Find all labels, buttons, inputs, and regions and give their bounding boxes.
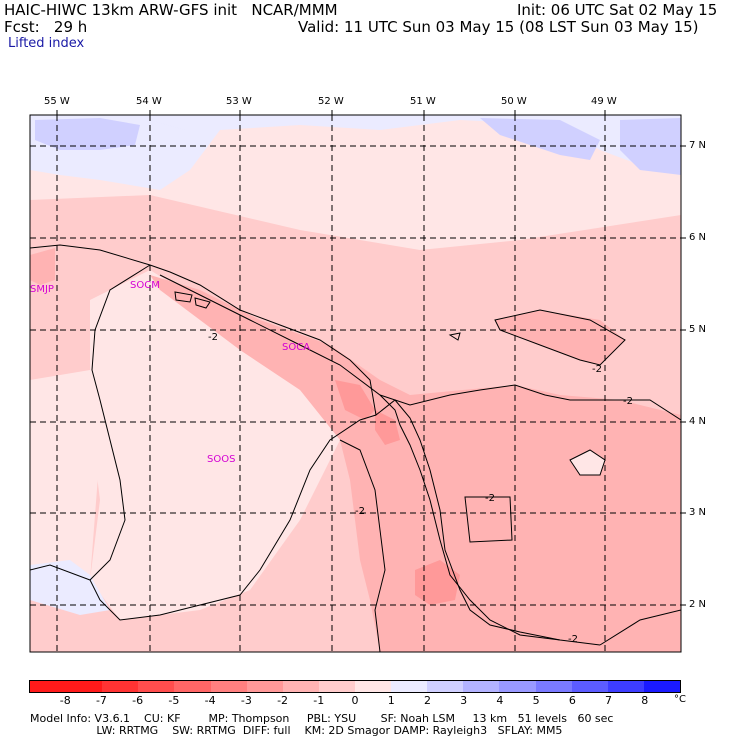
scale-tick-label: -6 — [132, 694, 144, 707]
land-west — [30, 370, 100, 580]
positive-core-sw — [30, 560, 110, 615]
scale-tick-label: -5 — [168, 694, 180, 707]
contour-label: -2 — [568, 634, 578, 645]
scale-bin — [138, 681, 175, 692]
scale-bin — [463, 681, 500, 692]
lat-label: 4 N — [689, 416, 707, 427]
lon-label: 53 W — [226, 96, 252, 107]
scale-bin — [354, 681, 392, 692]
lat-label: 7 N — [689, 140, 707, 151]
scale-bin — [535, 681, 572, 692]
scale-bin — [643, 681, 680, 692]
scale-tick-label: -1 — [313, 694, 325, 707]
lon-label: 50 W — [501, 96, 527, 107]
lon-label: 54 W — [136, 96, 162, 107]
station-soos: SOOS — [207, 454, 235, 465]
contour-box — [465, 495, 510, 540]
scale-tick-label: 3 — [460, 694, 468, 707]
scale-bin — [282, 681, 319, 692]
lat-label: 2 N — [689, 599, 707, 610]
lat-label: 3 N — [689, 507, 707, 518]
scale-bin — [30, 681, 67, 692]
scale-tick-label: 2 — [423, 694, 431, 707]
coastline — [30, 244, 681, 652]
positive-area-north — [30, 115, 681, 190]
lon-label: 51 W — [410, 96, 436, 107]
init-time: Init: 06 UTC Sat 02 May 15 — [517, 1, 718, 19]
negative-3-core-a — [335, 380, 375, 420]
contour-label: -2 — [592, 364, 602, 375]
scale-tick-label: 8 — [641, 694, 649, 707]
scale-bin — [499, 681, 536, 692]
station-soca: SOCA — [282, 342, 310, 353]
contour-lines — [159, 274, 681, 641]
scale-tick-label: -2 — [277, 694, 289, 707]
lon-label: 52 W — [318, 96, 344, 107]
scale-tick-label: 5 — [532, 694, 540, 707]
contour-label: -2 — [208, 332, 218, 343]
model-title: HAIC-HIWC 13km ARW-GFS init NCAR/MMM — [4, 1, 338, 19]
grid-lines — [30, 115, 681, 652]
negative-2-northeast — [495, 310, 625, 365]
forecast-hour: Fcst: 29 h — [4, 18, 88, 36]
contour-label: -2 — [623, 396, 633, 407]
scale-bin — [607, 681, 644, 692]
scale-bin — [571, 681, 608, 692]
lat-label: 5 N — [689, 324, 707, 335]
positive-core-nw — [35, 118, 140, 150]
scale-bin — [427, 681, 464, 692]
lat-label: 6 N — [689, 232, 707, 243]
lon-label: 49 W — [591, 96, 617, 107]
negative-2-west — [30, 248, 55, 285]
scale-tick-label: 0 — [351, 694, 359, 707]
scale-tick-label: 7 — [605, 694, 613, 707]
map-frame — [29, 114, 682, 653]
scale-tick-label: 1 — [387, 694, 395, 707]
field-name: Lifted index — [8, 36, 85, 51]
scale-bin — [174, 681, 211, 692]
valid-time: Valid: 11 UTC Sun 03 May 15 (08 LST Sun … — [298, 18, 699, 36]
lon-label: 55 W — [44, 96, 70, 107]
scale-tick-label: 4 — [496, 694, 504, 707]
color-scale-bar — [29, 680, 681, 693]
station-socm: SOCM — [130, 280, 160, 291]
positive-core-ne — [480, 118, 600, 160]
positive-core-nw2 — [150, 120, 190, 180]
lifted-index-map: SMJP SOCM SOCA SOOS -2 -2 -2 -2 -2 -2 — [29, 110, 686, 653]
scale-bin — [391, 681, 428, 692]
model-info-line1: Model Info: V3.6.1 CU: KF MP: Thompson P… — [30, 712, 614, 725]
contour-label: -2 — [485, 493, 495, 504]
model-info-line2: LW: RRTMG SW: RRTMG DIFF: full KM: 2D Sm… — [30, 724, 563, 737]
scale-unit: °C — [674, 694, 686, 705]
scale-tick-label: -7 — [95, 694, 107, 707]
contour-label: -2 — [355, 506, 365, 517]
scale-bin — [66, 681, 103, 692]
contour-island — [570, 450, 605, 475]
scale-bin — [318, 681, 355, 692]
scale-tick-label: -4 — [204, 694, 216, 707]
scale-tick-label: 6 — [568, 694, 576, 707]
negative-3-core-b — [375, 410, 400, 445]
station-smjp: SMJP — [30, 284, 54, 295]
scale-bin — [210, 681, 247, 692]
scale-bin — [246, 681, 283, 692]
scale-bin — [102, 681, 139, 692]
negative-2-region — [150, 275, 681, 652]
scale-tick-label: -8 — [59, 694, 71, 707]
scale-tick-label: -3 — [240, 694, 252, 707]
